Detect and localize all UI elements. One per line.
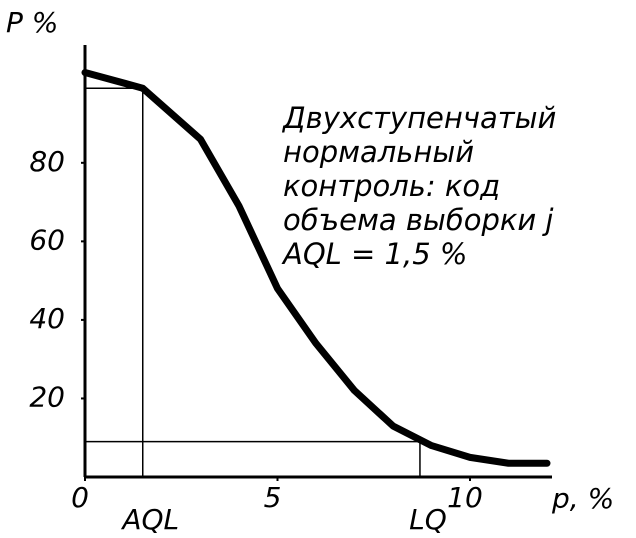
note-line: объема выборки j xyxy=(283,203,554,237)
y-tick-label: 60 xyxy=(29,223,65,256)
aql-label: AQL xyxy=(120,503,179,536)
y-axis-label: P % xyxy=(6,6,58,39)
note-line: нормальный xyxy=(283,135,474,169)
note-line: контроль: код xyxy=(283,169,500,203)
note-line: AQL = 1,5 % xyxy=(281,237,467,271)
x-tick-label: 0 xyxy=(71,481,89,514)
y-tick-label: 20 xyxy=(29,380,65,413)
x-axis-label: p, % xyxy=(551,482,614,515)
y-tick-label: 40 xyxy=(29,302,65,335)
oc-curve xyxy=(81,68,551,467)
x-tick-label: 5 xyxy=(264,481,282,514)
note-line: Двухступенчатый xyxy=(281,101,556,135)
lq-label: LQ xyxy=(409,503,447,536)
x-tick-label: 10 xyxy=(447,481,483,514)
y-tick-label: 80 xyxy=(29,145,65,178)
